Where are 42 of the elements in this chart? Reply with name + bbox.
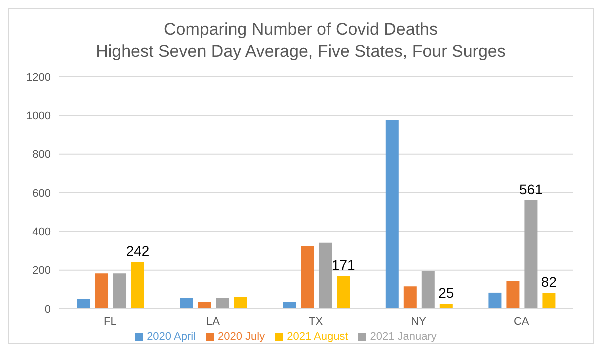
bar <box>78 299 91 309</box>
bar <box>283 302 296 309</box>
legend-label: 2021 January <box>370 331 437 343</box>
y-tick-label: 600 <box>32 188 51 200</box>
bar <box>180 298 194 309</box>
bar <box>524 200 538 309</box>
bar <box>488 292 502 309</box>
x-tick-label: TX <box>308 316 324 328</box>
legend-label: 2021 August <box>287 331 348 343</box>
legend-label: 2020 April <box>147 331 196 343</box>
bar <box>386 120 399 309</box>
bar <box>319 242 332 309</box>
x-tick-label: CA <box>514 316 530 328</box>
bar <box>301 246 314 309</box>
x-tick-label: FL <box>104 316 117 328</box>
data-label: 561 <box>520 182 544 198</box>
data-label: 25 <box>438 285 454 302</box>
bar <box>404 286 417 309</box>
y-tick-label: 400 <box>32 226 51 239</box>
bar <box>132 262 145 309</box>
bar <box>422 271 435 309</box>
bar <box>114 274 127 309</box>
bar <box>198 302 212 309</box>
data-label: 82 <box>541 274 558 290</box>
x-tick-label: NY <box>411 316 428 328</box>
x-tick-label: LA <box>206 316 221 328</box>
bar <box>216 298 230 309</box>
data-label: 242 <box>126 243 150 260</box>
bar <box>440 304 453 309</box>
y-tick-label: 1000 <box>26 110 51 123</box>
bar <box>337 276 350 309</box>
bar <box>234 297 248 309</box>
y-tick-label: 0 <box>44 304 51 316</box>
bar <box>542 293 556 309</box>
chart-title: Comparing Number of Covid Deaths Highest Seven Day Average, Five States, Four Surges <box>95 19 507 63</box>
y-tick-label: 1200 <box>26 72 51 84</box>
bar <box>506 281 520 309</box>
legend-label: 2020 July <box>218 331 266 343</box>
y-tick-label: 800 <box>32 149 51 162</box>
y-tick-label: 200 <box>32 265 51 278</box>
data-label: 171 <box>332 256 356 273</box>
bar <box>96 274 109 309</box>
